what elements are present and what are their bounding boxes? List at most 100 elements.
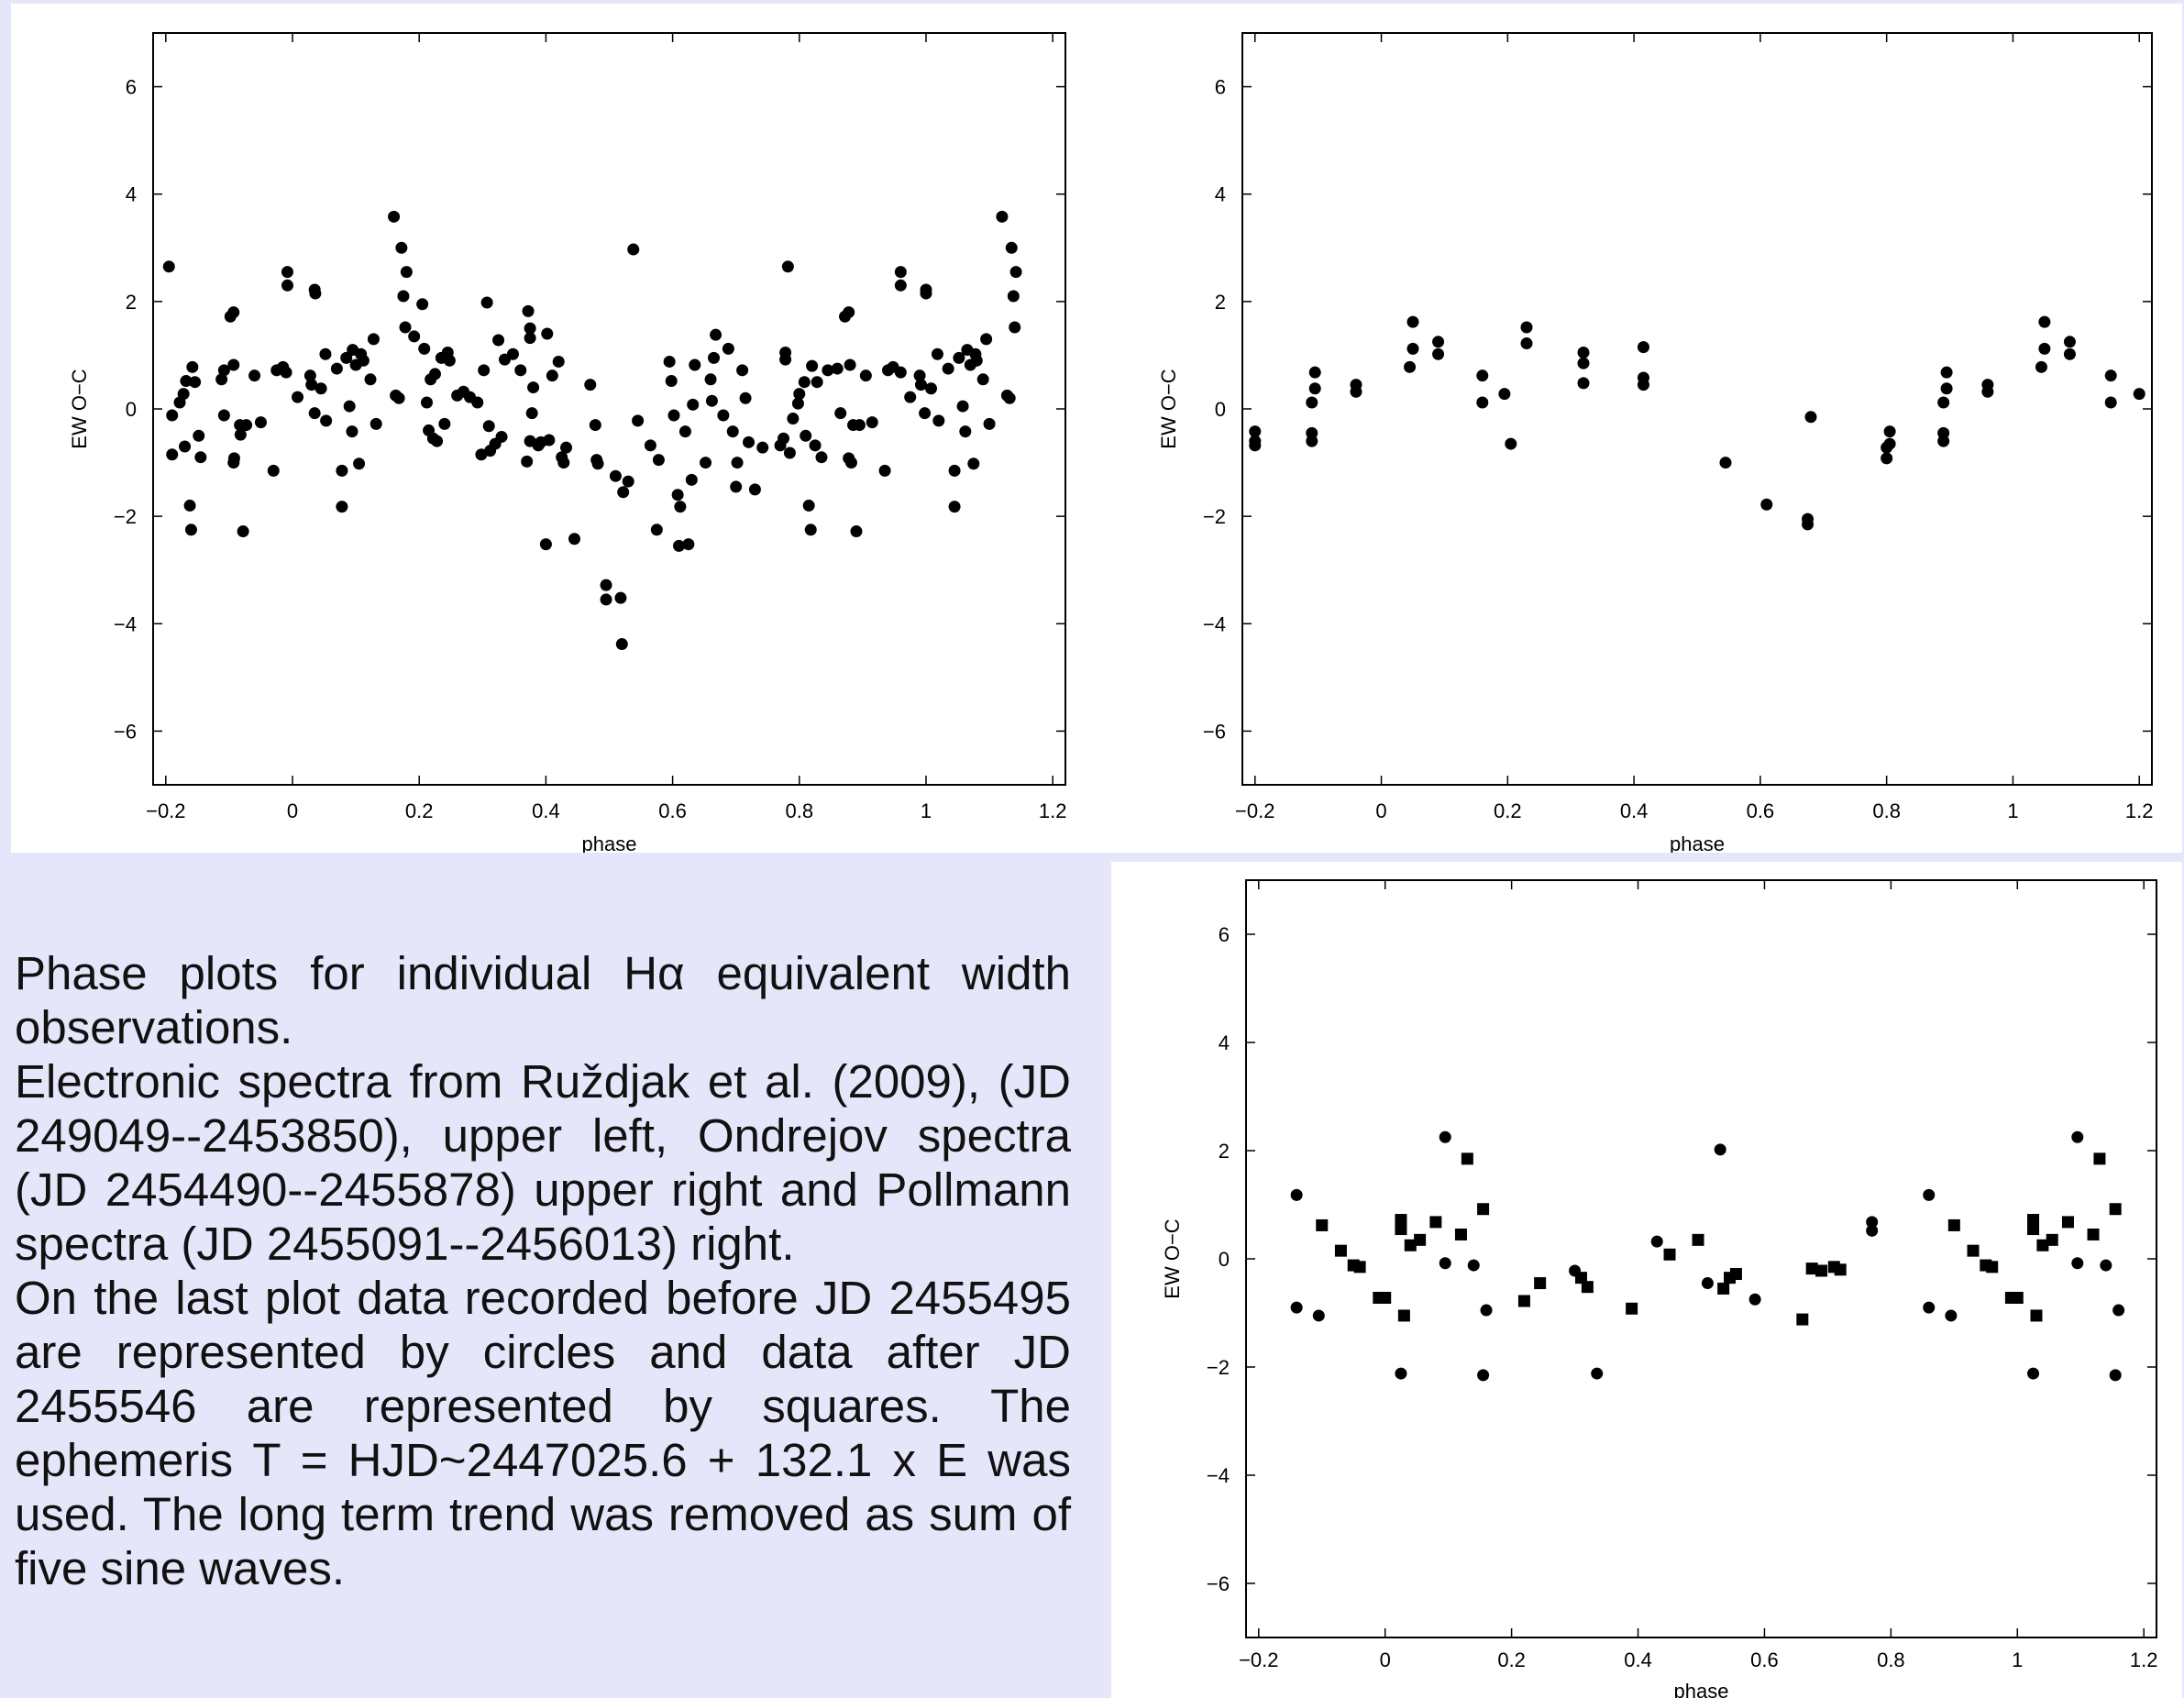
data-point-circle [1760,498,1773,511]
data-point-circle [996,210,1009,223]
data-point-circle [652,454,665,467]
data-point-circle [492,334,505,347]
x-tick-label: 1 [2012,1648,2023,1671]
data-point-circle [705,394,718,407]
data-point-circle [904,391,917,403]
data-point-circle [560,441,573,454]
y-tick-label: −4 [1203,612,1226,635]
data-point-circle [615,638,628,651]
y-tick-label: 0 [126,398,137,421]
x-tick-label: 0 [1380,1648,1391,1671]
y-tick-label: 4 [1215,183,1226,206]
data-point-circle [687,398,700,411]
data-point-circle [850,525,863,538]
data-point-circle [717,409,730,422]
data-point-circle [418,342,431,355]
data-point-circle [665,375,678,388]
data-point-circle [1290,1188,1303,1201]
data-point-circle [1476,369,1489,382]
y-tick-label: −2 [114,505,137,528]
plot-panel-lower-right: −0.2 0 0.2 0.4 0.6 0.8 1 1.2 −6 −4 −2 0 2 4 6 phase EW O… [1111,862,2182,1698]
data-point-circle [1923,1301,1936,1314]
data-point-circle [726,425,739,438]
data-point-circle [552,355,565,368]
data-point-circle [527,381,540,394]
data-point-circle [2063,336,2076,348]
data-point-circle [254,416,267,429]
data-point-circle [1866,1216,1879,1229]
data-point-circle [162,260,175,273]
data-point-circle [942,362,954,375]
data-point-circle [967,458,980,470]
data-point-circle [1477,1369,1490,1382]
data-point-circle [2038,342,2051,355]
data-point-circle [811,376,823,389]
data-point-circle [524,322,536,335]
data-point-square [1626,1302,1638,1315]
data-point-circle [303,369,316,382]
data-point-circle [1306,435,1318,447]
data-point-square [2027,1223,2040,1236]
data-point-circle [237,525,249,538]
data-point-circle [844,457,857,469]
data-point-circle [708,351,721,364]
data-point-square [1454,1228,1467,1240]
data-point-circle [931,347,943,360]
data-point-circle [234,428,247,441]
data-point-square [1574,1272,1587,1285]
data-point-circle [1505,437,1517,450]
data-point-circle [1007,290,1020,303]
scatter-chart-upper-right: −0.2 0 0.2 0.4 0.6 0.8 1 1.2 −6 −4 −2 0 2 4 6 phase EW O… [1157,32,2154,853]
data-point-circle [1467,1259,1480,1272]
data-point-circle [1591,1367,1604,1380]
data-point-circle [739,391,752,404]
data-point-circle [1802,518,1814,531]
data-point-circle [1003,391,1016,404]
data-point-circle [878,464,891,477]
data-point-circle [1701,1277,1714,1290]
x-tick-label: 0.6 [658,799,687,822]
y-tick-label: −6 [114,720,137,743]
data-point-circle [1406,342,1419,355]
y-tick-label: 4 [1219,1031,1230,1054]
data-point-square [1805,1262,1818,1275]
data-point-circle [1404,360,1417,373]
data-point-circle [1937,435,1950,447]
data-point-square [2087,1228,2100,1240]
data-point-circle [2027,1367,2040,1380]
data-point-circle [557,457,570,469]
x-tick-label: 0.2 [1494,799,1522,822]
data-point-circle [340,351,353,364]
data-point-circle [568,533,580,546]
data-point-square [1717,1282,1730,1295]
data-point-circle [292,391,304,403]
y-tick-label: −2 [1203,505,1226,528]
caption-paragraph-1: Phase plots for individual Hα equivalent… [15,947,1071,1053]
data-point-circle [305,379,318,391]
data-point-circle [546,369,558,382]
data-point-square [1334,1244,1347,1257]
x-tick-label: 1.2 [2130,1648,2158,1671]
data-point-circle [791,397,804,410]
data-point-circle [217,409,230,422]
x-tick-label: 0.8 [1877,1648,1905,1671]
data-point-circle [1439,1130,1451,1143]
data-point-circle [584,379,597,391]
data-point-circle [804,524,817,536]
data-point-circle [678,425,691,438]
data-point-circle [2071,1130,2084,1143]
x-tick-label: 0 [287,799,298,822]
y-tick-label: 6 [1219,923,1230,946]
data-point-circle [1005,241,1018,254]
data-point-square [1353,1261,1366,1274]
y-tick-label: −2 [1207,1356,1230,1379]
data-point-circle [748,483,761,496]
data-point-circle [853,419,866,432]
y-tick-label: −4 [1207,1464,1230,1487]
data-point-circle [2100,1259,2112,1272]
data-point-circle [673,539,686,552]
data-point-square [1986,1261,1999,1274]
data-point-circle [343,400,356,413]
data-point-circle [180,375,193,388]
data-point-circle [1009,266,1022,279]
